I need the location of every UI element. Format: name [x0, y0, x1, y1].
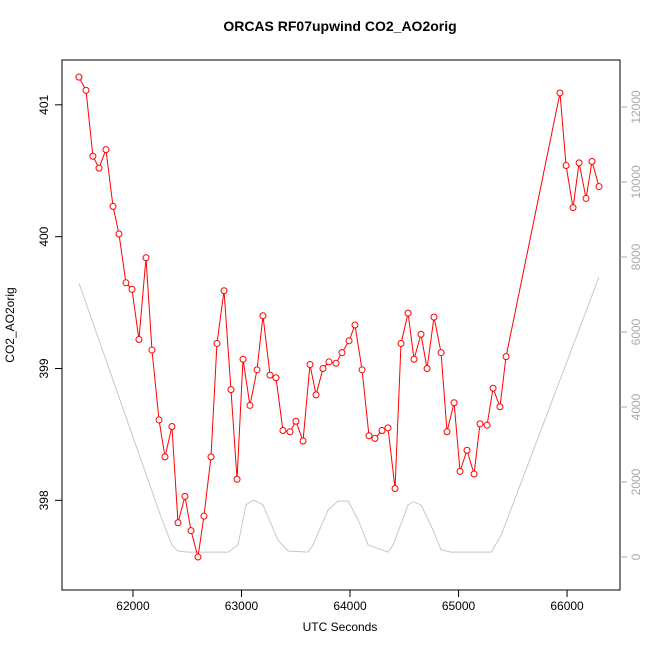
x-axis-label: UTC Seconds: [303, 620, 378, 634]
x-tick-label: 65000: [442, 599, 476, 613]
data-point: [200, 512, 208, 520]
data-point: [194, 553, 202, 561]
x-tick-label: 64000: [333, 599, 367, 613]
y2-tick-label: 8000: [629, 243, 643, 270]
data-point: [588, 158, 596, 166]
data-point: [582, 194, 590, 202]
y2-tick-label: 0: [629, 553, 643, 560]
data-point: [246, 401, 254, 409]
data-point: [95, 164, 103, 172]
data-point: [142, 254, 150, 262]
x-tick-label: 66000: [550, 599, 584, 613]
data-point: [253, 366, 261, 374]
data-point: [122, 279, 130, 287]
data-point: [109, 202, 117, 210]
data-point: [423, 365, 431, 373]
data-point: [358, 366, 366, 374]
data-point: [443, 428, 451, 436]
data-point: [562, 161, 570, 169]
plot-frame: [61, 59, 621, 591]
data-point: [378, 426, 386, 434]
data-point: [115, 230, 123, 238]
data-point: [233, 475, 241, 483]
x-tick-label: 63000: [225, 599, 259, 613]
x-tick-label: 62000: [116, 599, 150, 613]
data-point: [371, 434, 379, 442]
data-point: [299, 437, 307, 445]
data-point: [470, 470, 478, 478]
y2-tick-label: 2000: [629, 468, 643, 495]
data-point: [496, 403, 504, 411]
data-point: [595, 183, 603, 191]
data-point: [168, 423, 176, 431]
data-point: [312, 391, 320, 399]
data-point: [437, 349, 445, 357]
y-tick-label: 399: [37, 358, 51, 378]
data-point: [279, 426, 287, 434]
data-point: [456, 467, 464, 475]
data-point: [239, 355, 247, 363]
data-point: [489, 384, 497, 392]
data-point: [397, 339, 405, 347]
data-point: [102, 146, 110, 154]
data-point: [227, 386, 235, 394]
data-point: [155, 416, 163, 424]
data-point: [213, 339, 221, 347]
y2-tick-label: 10000: [629, 165, 643, 199]
y2-tick-label: 6000: [629, 318, 643, 345]
data-point: [207, 453, 215, 461]
data-point: [365, 432, 373, 440]
data-point: [82, 86, 90, 94]
y2-tick-label: 4000: [629, 393, 643, 420]
data-point: [476, 420, 484, 428]
data-point: [556, 89, 564, 97]
y-axis-label: CO2_AO2orig: [3, 287, 17, 362]
data-point: [181, 492, 189, 500]
data-point: [148, 346, 156, 354]
series-line: [78, 76, 600, 558]
y2-tick-label: 12000: [629, 90, 643, 124]
data-point: [325, 358, 333, 366]
data-point: [174, 519, 182, 527]
data-point: [286, 428, 294, 436]
data-point: [135, 336, 143, 344]
y-tick-label: 398: [37, 490, 51, 510]
data-point: [128, 285, 136, 293]
data-point: [575, 159, 583, 167]
data-point: [220, 287, 228, 295]
y-tick-label: 401: [37, 94, 51, 114]
data-point: [266, 371, 274, 379]
data-point: [332, 359, 340, 367]
data-point: [410, 355, 418, 363]
data-point: [306, 361, 314, 369]
data-point: [75, 73, 83, 81]
data-point: [272, 374, 280, 382]
data-point: [187, 527, 195, 535]
data-point: [338, 349, 346, 357]
data-point: [463, 446, 471, 454]
series-line: [78, 276, 600, 553]
data-point: [430, 313, 438, 321]
data-point: [502, 353, 510, 361]
data-point: [259, 312, 267, 320]
data-point: [345, 337, 353, 345]
data-point: [450, 399, 458, 407]
data-point: [404, 309, 412, 317]
data-point: [569, 204, 577, 212]
data-point: [161, 453, 169, 461]
data-point: [292, 417, 300, 425]
data-point: [391, 484, 399, 492]
data-point: [89, 152, 97, 160]
data-point: [417, 330, 425, 338]
y-tick-label: 400: [37, 226, 51, 246]
data-point: [483, 421, 491, 429]
data-point: [384, 424, 392, 432]
data-point: [319, 365, 327, 373]
data-point: [351, 321, 359, 329]
chart-title: ORCAS RF07upwind CO2_AO2orig: [223, 18, 456, 34]
